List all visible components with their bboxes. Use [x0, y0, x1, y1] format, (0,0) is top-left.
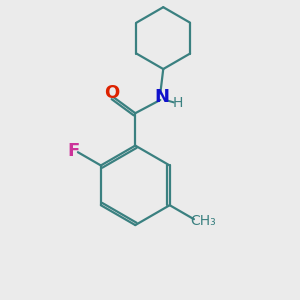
Text: H: H	[173, 96, 183, 110]
Text: CH₃: CH₃	[190, 214, 216, 228]
Text: O: O	[104, 84, 119, 102]
Text: N: N	[154, 88, 169, 106]
Text: F: F	[68, 142, 80, 160]
